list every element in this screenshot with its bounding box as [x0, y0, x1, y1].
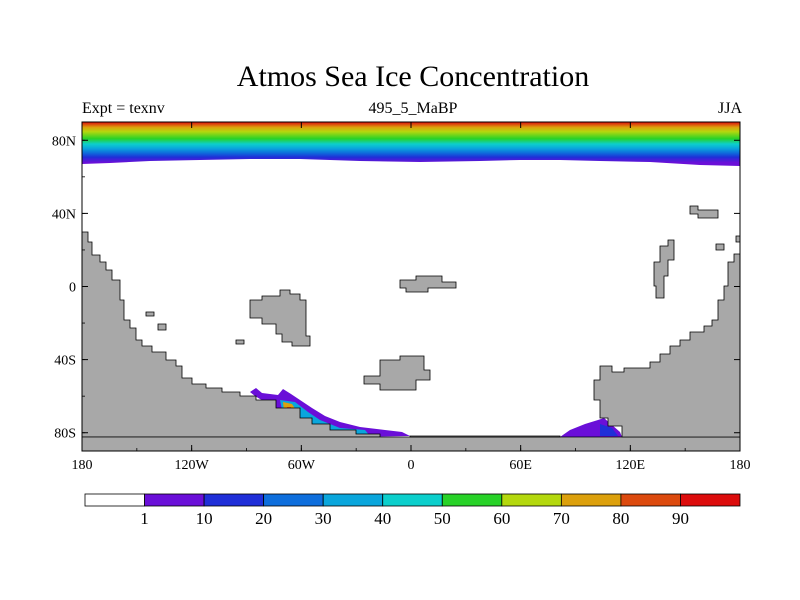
land-island-north-central [399, 275, 457, 293]
season-label: JJA [717, 100, 742, 117]
colorbar-swatch [501, 493, 562, 507]
land-islet-east-2 [715, 243, 725, 251]
chart-title: Atmos Sea Ice Concentration [236, 60, 590, 93]
colorbar-label: 10 [196, 509, 213, 528]
colorbar-label: 90 [672, 509, 689, 528]
x-tick-label: 120E [616, 458, 646, 473]
colorbar-label: 1 [140, 509, 149, 528]
land-island-south-central [363, 355, 431, 391]
land-islet-east-3 [735, 235, 741, 243]
colorbar-label: 30 [315, 509, 332, 528]
x-tick-label: 0 [408, 458, 415, 473]
y-tick-label: 40S [54, 354, 76, 369]
colorbar-swatch [560, 493, 622, 507]
y-tick-label: 40N [52, 207, 76, 222]
colorbar-label: 40 [374, 509, 391, 528]
colorbar-swatch [322, 493, 384, 507]
land-east [593, 253, 741, 438]
colorbar-swatch [382, 493, 443, 507]
land-masses [81, 205, 741, 452]
x-tick-label: 120W [175, 458, 210, 473]
colorbar-label: 20 [255, 509, 272, 528]
land-islet-2 [157, 323, 167, 331]
land-island-east [653, 239, 675, 299]
x-tick-label: 180 [72, 458, 93, 473]
colorbar-swatch [680, 493, 741, 507]
age-label: 495_5_MaBP [368, 100, 458, 117]
arctic-sea-ice [82, 122, 740, 166]
x-tick-label: 180 [730, 458, 751, 473]
y-tick-label: 0 [69, 281, 76, 296]
colorbar-label: 70 [553, 509, 570, 528]
colorbar: 1 10 20 30 40 50 60 70 80 90 [84, 493, 741, 528]
antarctic-sea-ice-east-inner [600, 424, 618, 436]
colorbar-swatch [84, 493, 145, 507]
land-islet-east-1 [689, 205, 719, 219]
colorbar-swatch [620, 493, 681, 507]
x-tick-label: 60E [509, 458, 532, 473]
axes: 180 120W 60W 0 60E 120E 180 80N 40N 0 40S 80S [52, 122, 751, 473]
land-island-central-west [249, 289, 311, 347]
colorbar-swatch [441, 493, 503, 507]
land-west [81, 231, 381, 438]
colorbar-label: 80 [612, 509, 629, 528]
land-islet-1 [145, 311, 155, 317]
colorbar-swatch [144, 493, 205, 507]
antarctic-sea-ice-west [250, 388, 410, 437]
colorbar-swatch [203, 493, 265, 507]
land-islet-3 [235, 339, 245, 345]
x-tick-label: 60W [288, 458, 316, 473]
land-antarctica [409, 435, 561, 438]
colorbar-swatch [263, 493, 324, 507]
antarctic-sea-ice-west-inner [280, 400, 370, 436]
colorbar-label: 50 [434, 509, 451, 528]
experiment-label: Expt = texnv [82, 100, 165, 117]
colorbar-label: 60 [493, 509, 510, 528]
y-tick-label: 80S [54, 427, 76, 442]
y-tick-label: 80N [52, 134, 76, 149]
